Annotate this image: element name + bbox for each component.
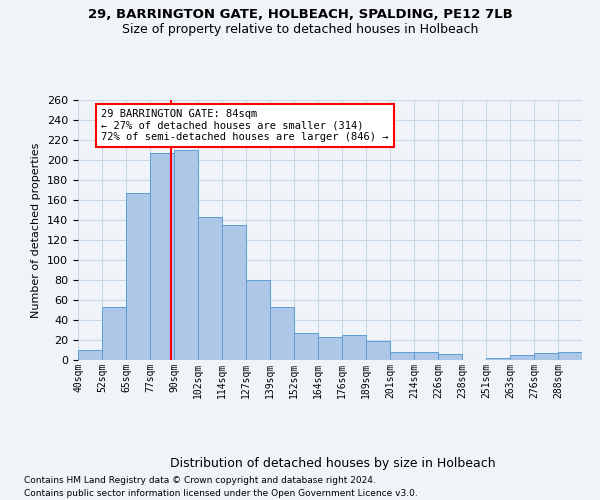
Bar — [318, 337, 342, 360]
Text: 29 BARRINGTON GATE: 84sqm
← 27% of detached houses are smaller (314)
72% of semi: 29 BARRINGTON GATE: 84sqm ← 27% of detac… — [101, 109, 389, 142]
Bar — [558, 352, 582, 360]
Bar — [198, 217, 222, 360]
Text: Distribution of detached houses by size in Holbeach: Distribution of detached houses by size … — [170, 458, 496, 470]
Text: Contains HM Land Registry data © Crown copyright and database right 2024.: Contains HM Land Registry data © Crown c… — [24, 476, 376, 485]
Text: 29, BARRINGTON GATE, HOLBEACH, SPALDING, PE12 7LB: 29, BARRINGTON GATE, HOLBEACH, SPALDING,… — [88, 8, 512, 20]
Bar — [438, 354, 462, 360]
Bar — [342, 335, 366, 360]
Bar — [222, 225, 246, 360]
Bar — [486, 358, 510, 360]
Bar — [534, 353, 558, 360]
Bar — [126, 193, 150, 360]
Bar — [294, 333, 318, 360]
Bar — [390, 352, 414, 360]
Bar — [366, 341, 390, 360]
Text: Size of property relative to detached houses in Holbeach: Size of property relative to detached ho… — [122, 22, 478, 36]
Bar — [414, 352, 438, 360]
Bar — [150, 153, 174, 360]
Bar — [246, 280, 270, 360]
Text: Contains public sector information licensed under the Open Government Licence v3: Contains public sector information licen… — [24, 489, 418, 498]
Bar — [78, 350, 102, 360]
Bar — [174, 150, 198, 360]
Bar — [102, 307, 126, 360]
Bar — [510, 355, 534, 360]
Y-axis label: Number of detached properties: Number of detached properties — [31, 142, 41, 318]
Bar — [270, 307, 294, 360]
